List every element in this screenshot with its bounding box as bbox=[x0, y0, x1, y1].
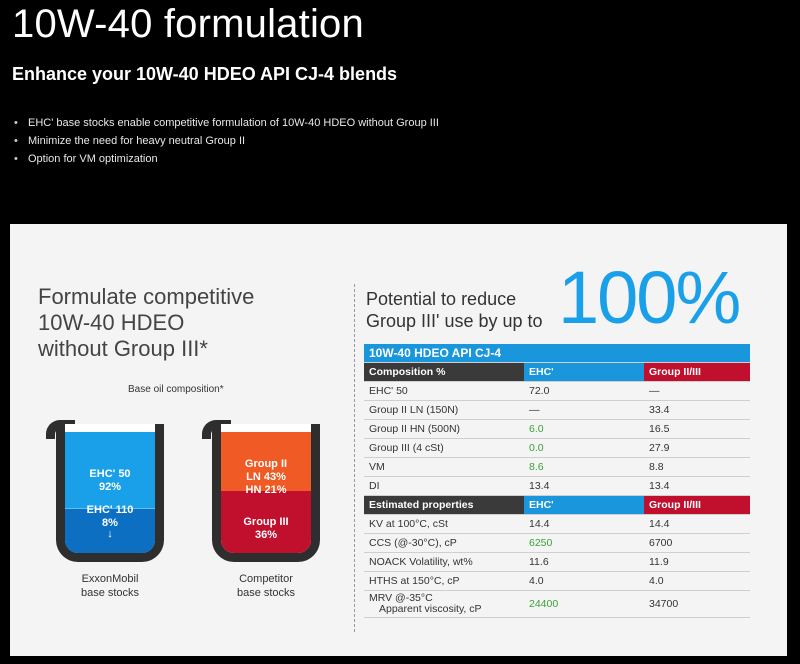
table-cell: 4.0 bbox=[524, 571, 644, 591]
table-row: HTHS at 150°C, cP 4.0 4.0 bbox=[364, 571, 750, 591]
group3-label: Group III bbox=[243, 516, 289, 528]
table-row: Group II HN (500N) 6.0 16.5 bbox=[364, 419, 750, 439]
exxonmobil-beaker: EHC' 50 92% EHC' 110 8% ↓ bbox=[56, 424, 164, 562]
table-row: DI 13.4 13.4 bbox=[364, 476, 750, 496]
big-percent: 100% bbox=[558, 256, 741, 339]
table-cell: 11.9 bbox=[644, 552, 750, 572]
table-row: VM 8.6 8.8 bbox=[364, 457, 750, 477]
ehc50-label: EHC' 50 bbox=[89, 468, 131, 480]
content-panel: Formulate competitive 10W-40 HDEO withou… bbox=[10, 224, 787, 656]
table-cell: EHC' 50 bbox=[364, 381, 524, 401]
ehc50-value: 92% bbox=[98, 481, 122, 493]
table-cell: DI bbox=[364, 476, 524, 496]
table-cell: 8.8 bbox=[644, 457, 750, 477]
table-cell: 11.6 bbox=[524, 552, 644, 572]
table-cell: 14.4 bbox=[644, 514, 750, 534]
properties-header: Estimated properties EHC' Group II/III bbox=[364, 495, 750, 515]
composition-header: Composition % EHC' Group II/III bbox=[364, 362, 750, 382]
left-heading-line: Formulate competitive bbox=[38, 284, 255, 309]
table-cell: 27.9 bbox=[644, 438, 750, 458]
table-cell: Group II HN (500N) bbox=[364, 419, 524, 439]
table-row: Group II LN (150N) —33.4 bbox=[364, 400, 750, 420]
table-row: CCS (@-30°C), cP 6250 6700 bbox=[364, 533, 750, 553]
group2-label: Group II bbox=[244, 458, 288, 470]
bullet-item: Minimize the need for heavy neutral Grou… bbox=[14, 132, 439, 150]
table-cell: 6.0 bbox=[524, 419, 644, 439]
table-cell: 13.4 bbox=[524, 476, 644, 496]
table-cell: 16.5 bbox=[644, 419, 750, 439]
group3-fill bbox=[221, 491, 311, 553]
table-cell: Group II LN (150N) bbox=[364, 400, 524, 420]
left-heading-line: without Group III* bbox=[38, 336, 208, 361]
table-row: EHC' 50 72.0— bbox=[364, 381, 750, 401]
table-cell: VM bbox=[364, 457, 524, 477]
table-cell: NOACK Volatility, wt% bbox=[364, 552, 524, 572]
table-row: Group III (4 cSt) 0.0 27.9 bbox=[364, 438, 750, 458]
group2-ln-value: LN 43% bbox=[246, 471, 286, 483]
table-cell: HTHS at 150°C, cP bbox=[364, 571, 524, 591]
bullet-item: EHC' base stocks enable competitive form… bbox=[14, 114, 439, 132]
table-cell: KV at 100°C, cSt bbox=[364, 514, 524, 534]
table-cell: 13.4 bbox=[644, 476, 750, 496]
base-oil-caption: Base oil composition* bbox=[128, 384, 224, 395]
group3-value: 36% bbox=[254, 529, 278, 541]
table-row: MRV @-35°C Apparent viscosity, cP 24400 3… bbox=[364, 590, 750, 618]
ehc110-fill bbox=[65, 508, 155, 553]
table-cell: CCS (@-30°C), cP bbox=[364, 533, 524, 553]
table-cell: 72.0 bbox=[524, 381, 644, 401]
table-title: 10W-40 HDEO API CJ-4 bbox=[364, 344, 750, 363]
potential-text: Potential to reduce Group III' use by up… bbox=[366, 289, 543, 331]
comparison-table: 10W-40 HDEO API CJ-4 Composition % EHC' … bbox=[364, 344, 750, 618]
competitor-label: Competitor base stocks bbox=[236, 573, 296, 599]
left-heading: Formulate competitive 10W-40 HDEO withou… bbox=[38, 284, 254, 362]
table-row: KV at 100°C, cSt 14.4 14.4 bbox=[364, 514, 750, 534]
table-cell: — bbox=[644, 381, 750, 401]
table-cell: 0.0 bbox=[524, 438, 644, 458]
table-cell: 14.4 bbox=[524, 514, 644, 534]
table-cell: 4.0 bbox=[644, 571, 750, 591]
group2-fill bbox=[221, 432, 311, 500]
competitor-beaker: Group II LN 43% HN 21% Group III 36% bbox=[212, 424, 320, 562]
group2-hn-value: HN 21% bbox=[245, 484, 287, 496]
bullet-list: EHC' base stocks enable competitive form… bbox=[14, 114, 439, 168]
table-cell: 6250 bbox=[524, 533, 644, 553]
ehc110-label: EHC' 110 bbox=[86, 504, 134, 516]
table-cell: 6700 bbox=[644, 533, 750, 553]
left-heading-line: 10W-40 HDEO bbox=[38, 310, 185, 335]
bullet-item: Option for VM optimization bbox=[14, 150, 439, 168]
page-title: 10W-40 formulation bbox=[12, 2, 364, 46]
exxonmobil-label: ExxonMobil base stocks bbox=[80, 573, 140, 599]
table-row: NOACK Volatility, wt% 11.6 11.9 bbox=[364, 552, 750, 572]
table-cell: 8.6 bbox=[524, 457, 644, 477]
panel-divider bbox=[354, 284, 356, 632]
table-cell: — bbox=[524, 400, 644, 420]
table-cell: 33.4 bbox=[644, 400, 750, 420]
page-subtitle: Enhance your 10W-40 HDEO API CJ-4 blends bbox=[12, 64, 398, 84]
arrow-down-icon: ↓ bbox=[107, 528, 113, 540]
ehc110-value: 8% bbox=[102, 517, 118, 529]
table-cell: Group III (4 cSt) bbox=[364, 438, 524, 458]
